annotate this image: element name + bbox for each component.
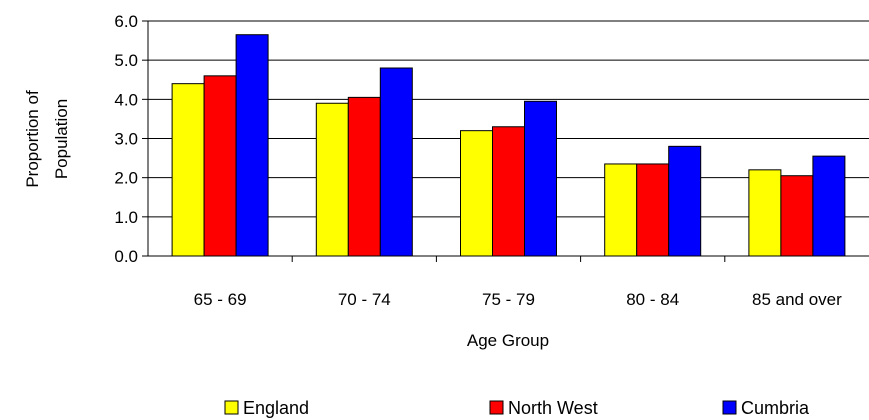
bar-cumbria xyxy=(379,67,413,257)
y-tick-label: 2.0 xyxy=(114,169,138,188)
x-tick-label: 70 - 74 xyxy=(338,290,391,309)
bar-england xyxy=(604,163,638,257)
bar-england xyxy=(315,102,349,257)
bar-cumbria xyxy=(812,155,846,257)
bar-cumbria xyxy=(235,34,269,257)
x-tick-label: 75 - 79 xyxy=(482,290,535,309)
y-tick-label: 6.0 xyxy=(114,12,138,31)
legend-swatch-cumbria xyxy=(722,400,737,415)
bar-north-west xyxy=(780,175,814,257)
y-axis-title-line-1: Proportion of xyxy=(23,90,42,188)
bar-north-west xyxy=(347,96,381,257)
legend-swatch-north-west xyxy=(489,400,504,415)
y-axis-title-line-2: Population xyxy=(52,99,71,179)
y-tick-label: 5.0 xyxy=(114,51,138,70)
legend-label-north-west: North West xyxy=(508,398,598,418)
x-axis-title: Age Group xyxy=(467,331,549,350)
legend-label-england: England xyxy=(243,398,309,418)
x-tick-labels: 65 - 69 70 - 74 75 - 79 80 - 84 85 and over xyxy=(194,290,842,309)
bar-cumbria xyxy=(524,100,557,257)
legend: England North West Cumbria xyxy=(224,398,810,418)
axes xyxy=(142,20,869,262)
y-tick-label: 3.0 xyxy=(114,130,138,149)
bar-north-west xyxy=(203,75,237,257)
y-tick-label: 1.0 xyxy=(114,208,138,227)
bars xyxy=(171,34,846,257)
y-tick-labels: 0.0 1.0 2.0 3.0 4.0 5.0 6.0 xyxy=(114,12,138,266)
legend-label-cumbria: Cumbria xyxy=(741,398,810,418)
y-tick-label: 0.0 xyxy=(114,247,138,266)
bar-cumbria xyxy=(668,145,702,257)
bar-north-west xyxy=(636,163,670,257)
bar-england xyxy=(171,83,205,257)
bar-north-west xyxy=(492,126,525,257)
y-tick-label: 4.0 xyxy=(114,90,138,109)
x-tick-label: 65 - 69 xyxy=(194,290,247,309)
legend-swatch-england xyxy=(224,400,239,415)
x-tick-label: 85 and over xyxy=(752,290,842,309)
bar-england xyxy=(460,130,493,257)
x-tick-label: 80 - 84 xyxy=(626,290,679,309)
bar-england xyxy=(748,169,782,257)
y-axis-title: Proportion of Population xyxy=(23,90,71,188)
